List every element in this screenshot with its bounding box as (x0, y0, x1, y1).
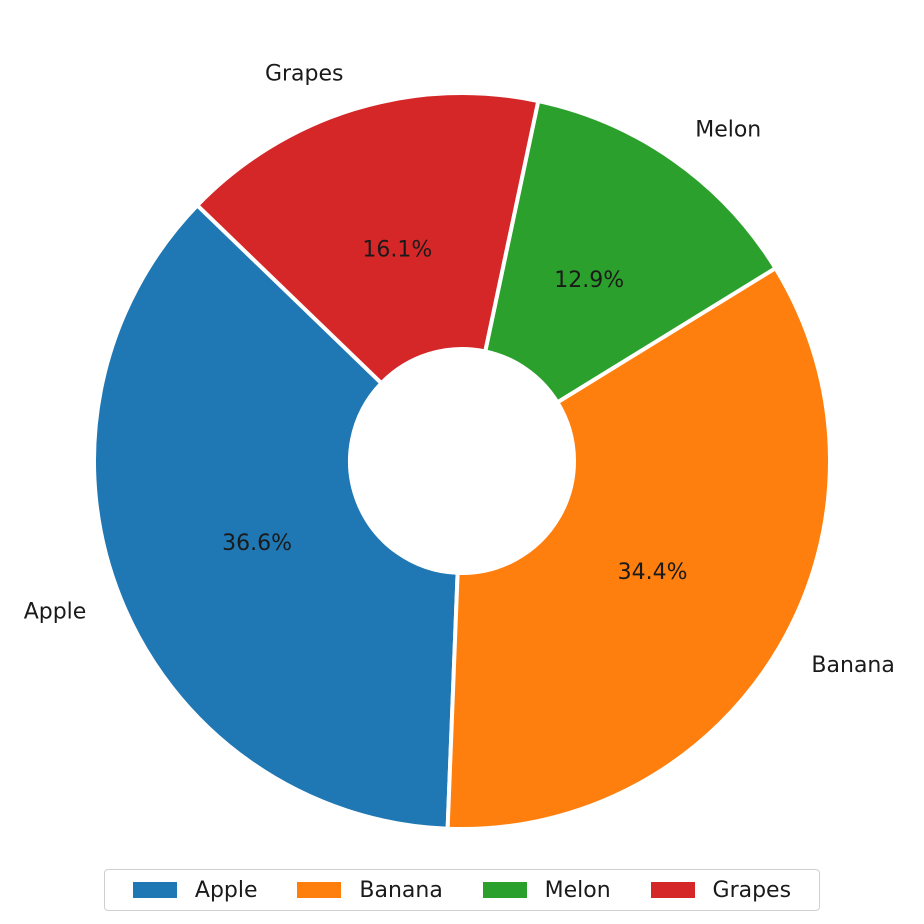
category-label-melon: Melon (695, 118, 761, 143)
slice-apple (92, 203, 460, 831)
chart-legend: Apple Banana Melon Grapes (104, 869, 820, 911)
slice-grapes (195, 91, 541, 386)
legend-label-grapes: Grapes (712, 877, 792, 903)
category-label-banana: Banana (811, 653, 894, 678)
category-label-grapes: Grapes (265, 61, 344, 86)
legend-label-banana: Banana (359, 877, 443, 903)
legend-label-melon: Melon (544, 877, 611, 903)
slice-banana (445, 266, 832, 831)
category-label-apple: Apple (24, 599, 87, 624)
pct-label-apple: 36.6% (222, 531, 292, 556)
pct-label-grapes: 16.1% (362, 237, 432, 262)
pct-label-banana: 34.4% (618, 560, 688, 585)
legend-swatch-apple (132, 882, 177, 898)
legend-item-grapes: Grapes (650, 877, 792, 903)
slice-melon (483, 98, 778, 405)
legend-item-apple: Apple (132, 877, 258, 903)
legend-swatch-banana (297, 882, 342, 898)
legend-item-melon: Melon (482, 877, 611, 903)
legend-item-banana: Banana (297, 877, 443, 903)
legend-label-apple: Apple (194, 877, 258, 903)
pct-label-melon: 12.9% (554, 268, 624, 293)
legend-swatch-melon (482, 882, 527, 898)
legend-swatch-grapes (650, 882, 695, 898)
